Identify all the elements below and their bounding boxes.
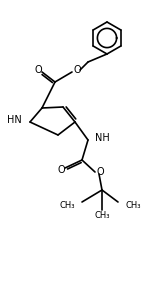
Text: CH₃: CH₃: [59, 200, 75, 209]
Text: NH: NH: [95, 133, 110, 143]
Text: CH₃: CH₃: [94, 211, 110, 220]
Text: O: O: [96, 167, 104, 177]
Text: O: O: [73, 65, 81, 75]
Text: O: O: [34, 65, 42, 75]
Text: O: O: [57, 165, 65, 175]
Text: HN: HN: [7, 115, 22, 125]
Text: CH₃: CH₃: [125, 200, 140, 209]
